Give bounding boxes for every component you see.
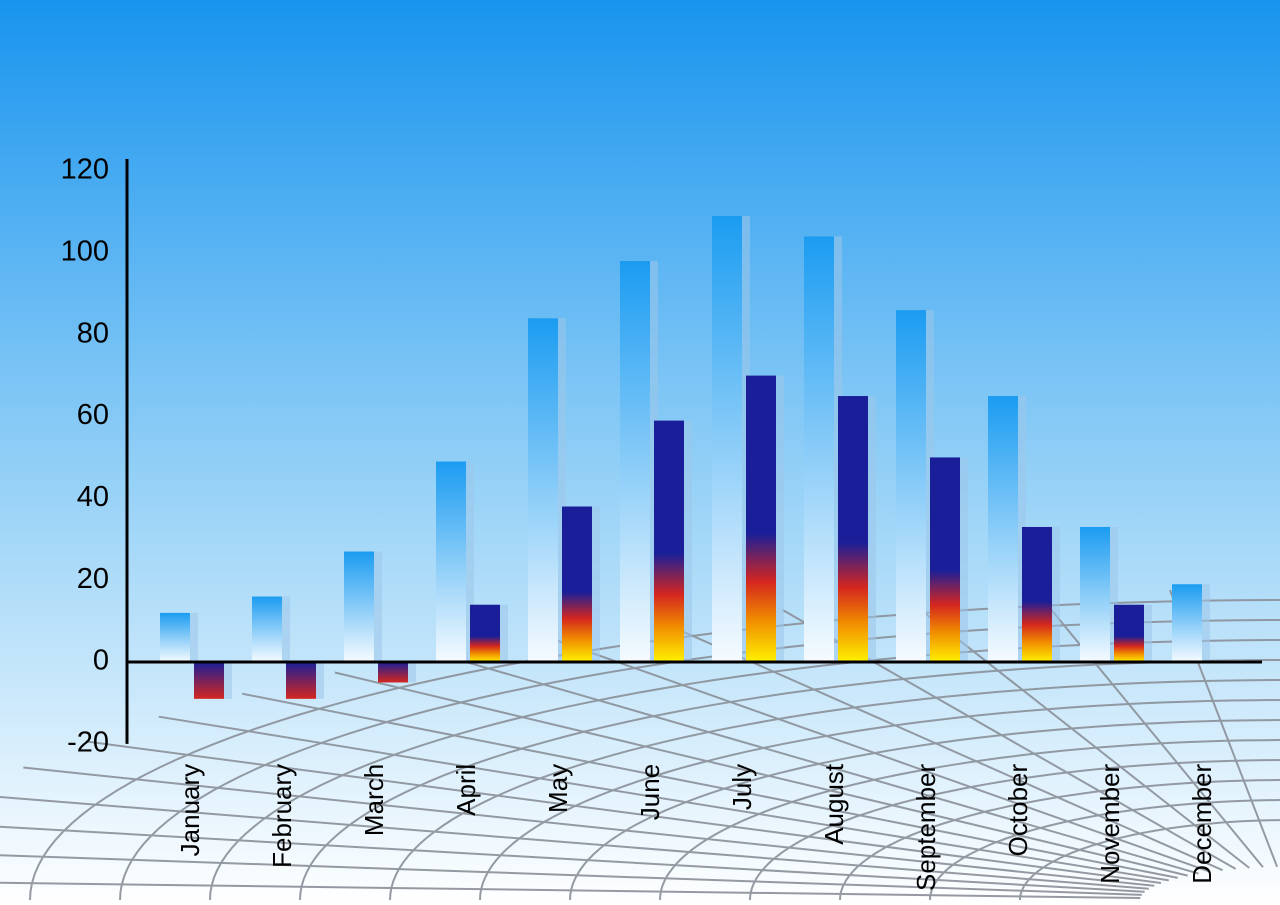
y-tick-label: -20 [67,726,109,758]
bar-series2 [838,396,868,662]
month-label: September [911,763,941,891]
month-label: June [635,764,665,820]
y-tick-label: 60 [77,399,109,431]
month-label: May [543,764,573,813]
bar-series2 [1022,527,1052,662]
bar-series1 [1080,527,1110,662]
bar-series1 [620,261,650,662]
month-label: March [359,764,389,836]
bar-series1 [1172,584,1202,662]
bar-series2 [378,662,408,682]
chart-canvas: -20 0 20 40 60 80 100 120 January February March Ap… [0,0,1280,905]
bar-series1 [804,236,834,662]
y-tick-label: 40 [77,481,109,513]
bar-series1 [712,216,742,662]
bar-series2 [562,507,592,662]
bar-series1 [252,597,282,662]
month-label: August [819,763,849,845]
bar-series1 [160,613,190,662]
y-tick-label: 20 [77,563,109,595]
month-label: February [267,764,297,868]
y-tick-label: 80 [77,317,109,349]
bar-series2 [930,457,960,662]
bar-series2 [654,421,684,662]
bar-series2 [286,662,316,699]
bar-series1 [896,310,926,662]
bar-series2 [746,376,776,662]
month-label: November [1095,763,1125,883]
monthly-bar-chart: -20 0 20 40 60 80 100 120 January February March Ap… [0,0,1280,905]
month-label: July [727,764,757,810]
bar-series2 [470,605,500,662]
bar-series1 [436,462,466,662]
bar-series1 [344,552,374,662]
y-tick-label: 120 [61,154,109,186]
y-tick-label: 100 [61,235,109,267]
bar-series2 [1114,605,1144,662]
month-label: January [175,764,205,857]
y-tick-label: 0 [93,645,109,677]
bar-series2 [194,662,224,699]
month-label: October [1003,764,1033,857]
bar-series1 [528,318,558,662]
bar-series1 [988,396,1018,662]
month-label: December [1187,763,1217,883]
month-label: April [451,764,481,816]
